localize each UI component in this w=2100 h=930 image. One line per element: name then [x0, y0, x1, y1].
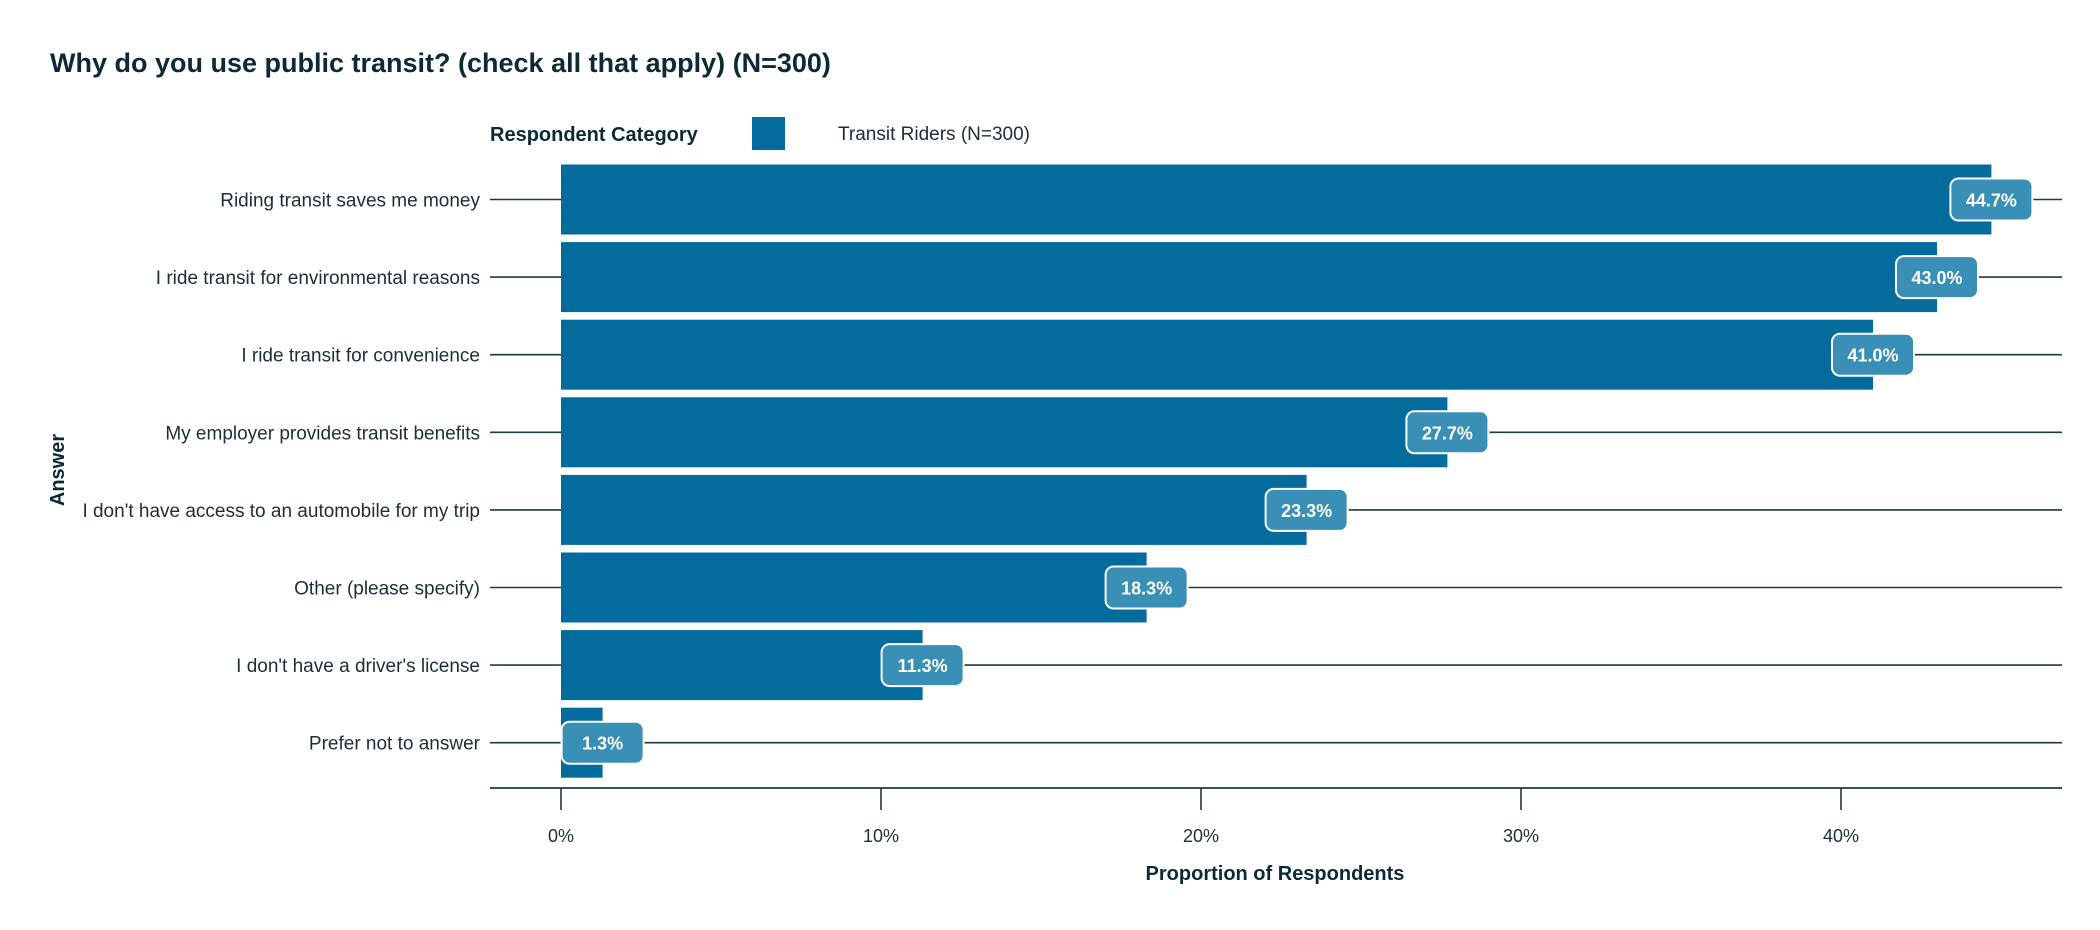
bar-row: Prefer not to answer 1.3% [309, 707, 2062, 778]
legend-title: Respondent Category [490, 124, 699, 146]
category-label: I don't have access to an automobile for… [82, 501, 480, 522]
bar-row: I ride transit for environmental reasons… [156, 242, 2062, 313]
bar [561, 630, 923, 701]
bar [561, 397, 1448, 468]
chart-title: Why do you use public transit? (check al… [50, 48, 831, 78]
data-label-box [880, 643, 965, 688]
category-label: Other (please specify) [294, 579, 480, 600]
x-axis: 0% 10% 20% 30% 40% [490, 787, 2062, 846]
category-label: My employer provides transit benefits [165, 423, 480, 444]
data-label-box [1405, 410, 1490, 455]
data-label: 43.0% [1911, 268, 1962, 288]
bar [561, 164, 1992, 235]
legend-label: Transit Riders (N=300) [838, 124, 1030, 145]
data-label-box [1104, 565, 1189, 610]
bar-row: I ride transit for convenience 41.0% [241, 319, 2062, 390]
bar-row: I don't have access to an automobile for… [82, 474, 2062, 545]
data-label: 27.7% [1422, 423, 1473, 443]
legend-swatch [752, 117, 785, 150]
x-tick-label: 10% [863, 826, 899, 846]
category-label: I ride transit for environmental reasons [156, 268, 480, 289]
data-label: 1.3% [582, 734, 623, 754]
data-label-box [1831, 332, 1915, 377]
data-label-box [560, 720, 645, 765]
data-label-box [1264, 487, 1349, 532]
category-label: Riding transit saves me money [220, 191, 480, 212]
bar [561, 474, 1307, 545]
data-label: 41.0% [1847, 346, 1898, 366]
x-tick-label: 20% [1183, 826, 1219, 846]
x-tick-label: 40% [1823, 826, 1859, 846]
data-label: 44.7% [1966, 191, 2017, 211]
data-label: 18.3% [1121, 579, 1172, 599]
bar-row: Riding transit saves me money 44.7% [220, 164, 2062, 235]
bar-rows: Riding transit saves me money 44.7% I ride… [82, 164, 2062, 778]
category-label: I ride transit for convenience [241, 346, 480, 367]
bar-row: Other (please specify) 18.3% [294, 552, 2062, 623]
data-label-box [1949, 177, 2034, 222]
bar [561, 552, 1147, 623]
bar [561, 242, 1937, 313]
x-tick-label: 0% [548, 826, 574, 846]
y-axis-title: Answer [47, 434, 69, 506]
data-label: 23.3% [1281, 501, 1332, 521]
x-tick-label: 30% [1503, 826, 1539, 846]
bar [561, 319, 1873, 390]
legend: Respondent Category Transit Riders (N=30… [490, 117, 1030, 150]
category-label: Prefer not to answer [309, 734, 481, 755]
data-label: 11.3% [898, 656, 948, 676]
category-label: I don't have a driver's license [236, 656, 480, 677]
data-label-box [1895, 255, 1979, 300]
x-axis-title: Proportion of Respondents [1146, 863, 1405, 885]
bar-row: I don't have a driver's license 11.3% [236, 630, 2062, 701]
bar-row: My employer provides transit benefits 27.… [165, 397, 2062, 468]
